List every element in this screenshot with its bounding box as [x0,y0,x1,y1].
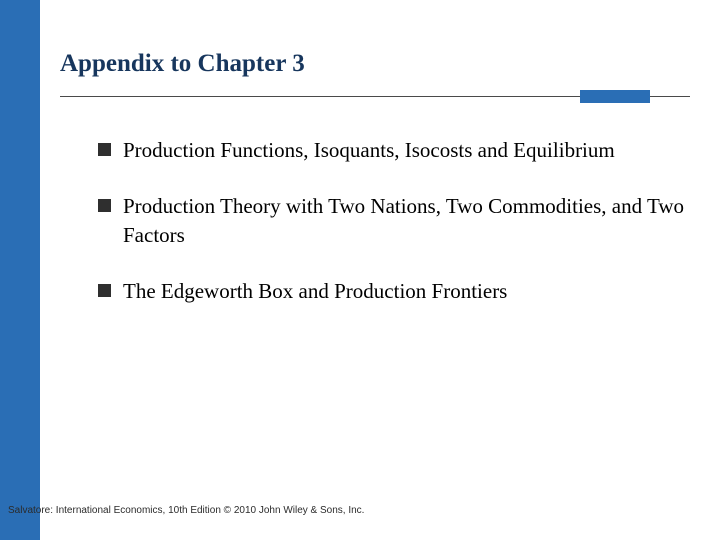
square-bullet-icon [98,143,111,156]
list-item: Production Functions, Isoquants, Isocost… [98,136,690,164]
bullet-text: Production Functions, Isoquants, Isocost… [123,136,615,164]
slide-content: Appendix to Chapter 3 Production Functio… [60,50,690,333]
list-item: Production Theory with Two Nations, Two … [98,192,690,249]
title-rule [60,90,690,110]
list-item: The Edgeworth Box and Production Frontie… [98,277,690,305]
bullet-text: The Edgeworth Box and Production Frontie… [123,277,507,305]
slide-title: Appendix to Chapter 3 [60,50,690,78]
footer-citation: Salvatore: International Economics, 10th… [8,505,364,516]
square-bullet-icon [98,284,111,297]
bullet-text: Production Theory with Two Nations, Two … [123,192,690,249]
rule-accent-block [580,90,650,103]
left-accent-bar [0,0,40,540]
bullet-list: Production Functions, Isoquants, Isocost… [60,136,690,305]
square-bullet-icon [98,199,111,212]
